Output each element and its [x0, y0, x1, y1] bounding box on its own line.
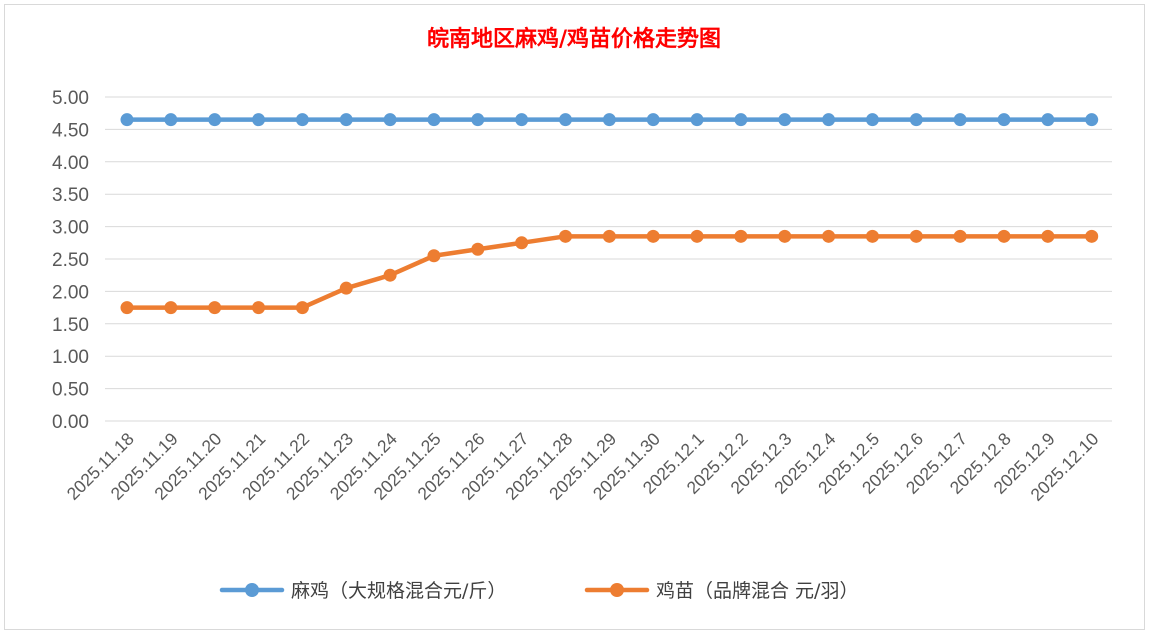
y-tick-label: 0.50 — [52, 380, 89, 401]
data-point — [1085, 229, 1099, 243]
data-point — [164, 301, 178, 315]
chart-frame — [4, 4, 1145, 630]
data-point — [778, 229, 792, 243]
data-point — [208, 113, 222, 127]
y-tick-label: 1.50 — [52, 315, 89, 336]
data-point — [734, 113, 748, 127]
data-point — [295, 301, 309, 315]
legend-label: 鸡苗（品牌混合 元/羽） — [656, 580, 858, 602]
data-point — [602, 229, 616, 243]
y-axis: 0.00 0.50 1.00 1.50 2.00 2.50 3.00 3.50 4.00 4.50… — [52, 88, 89, 433]
data-point — [1085, 113, 1099, 127]
data-point — [690, 229, 704, 243]
data-point — [865, 229, 879, 243]
data-point — [953, 113, 967, 127]
data-point — [515, 113, 529, 127]
data-point — [295, 113, 309, 127]
data-point — [646, 113, 660, 127]
data-point — [997, 229, 1011, 243]
data-point — [602, 113, 616, 127]
series-1 — [120, 113, 1099, 127]
data-point — [208, 301, 222, 315]
data-point — [822, 113, 836, 127]
data-point — [339, 113, 353, 127]
data-point — [909, 113, 923, 127]
data-point — [427, 113, 441, 127]
y-tick-label: 1.00 — [52, 347, 89, 368]
data-point — [515, 236, 529, 250]
data-point — [997, 113, 1011, 127]
gridlines — [105, 96, 1112, 422]
data-point — [778, 113, 792, 127]
data-point — [646, 229, 660, 243]
data-point — [909, 229, 923, 243]
data-point — [471, 113, 485, 127]
data-point — [164, 113, 178, 127]
y-tick-label: 2.50 — [52, 250, 89, 271]
data-point — [1041, 229, 1055, 243]
y-tick-label: 5.00 — [52, 88, 89, 109]
series-line — [124, 234, 1094, 310]
data-point — [383, 113, 397, 127]
y-tick-label: 4.50 — [52, 120, 89, 141]
y-tick-label: 4.00 — [52, 153, 89, 174]
data-point — [339, 281, 353, 295]
y-tick-label: 0.00 — [52, 412, 89, 433]
data-point — [559, 229, 572, 243]
x-axis: 2025.11.182025.11.192025.11.202025.11.21… — [63, 429, 1103, 505]
data-point — [690, 113, 704, 127]
y-tick-label: 2.00 — [52, 282, 89, 303]
data-point — [252, 301, 266, 315]
data-point — [822, 229, 836, 243]
data-point — [734, 229, 748, 243]
y-tick-label: 3.00 — [52, 218, 89, 239]
data-point — [120, 113, 134, 127]
data-point — [383, 268, 397, 282]
data-point — [252, 113, 266, 127]
data-point — [865, 113, 879, 127]
data-point — [471, 242, 485, 256]
y-tick-label: 3.50 — [52, 185, 89, 206]
legend-marker-swatch — [245, 583, 259, 597]
data-point — [120, 301, 134, 315]
data-point — [427, 249, 441, 263]
legend-label: 麻鸡（大规格混合元/斤） — [291, 580, 506, 602]
legend-item: 麻鸡（大规格混合元/斤） — [219, 580, 506, 602]
legend-marker-swatch — [610, 583, 624, 597]
series-2 — [120, 229, 1099, 315]
legend-item: 鸡苗（品牌混合 元/羽） — [584, 580, 858, 602]
series-layer — [120, 113, 1099, 315]
data-point — [953, 229, 967, 243]
chart-title: 皖南地区麻鸡/鸡苗价格走势图 — [427, 26, 721, 52]
data-point — [559, 113, 572, 127]
legend: 麻鸡（大规格混合元/斤） 鸡苗（品牌混合 元/羽） — [219, 580, 858, 602]
data-point — [1041, 113, 1055, 127]
